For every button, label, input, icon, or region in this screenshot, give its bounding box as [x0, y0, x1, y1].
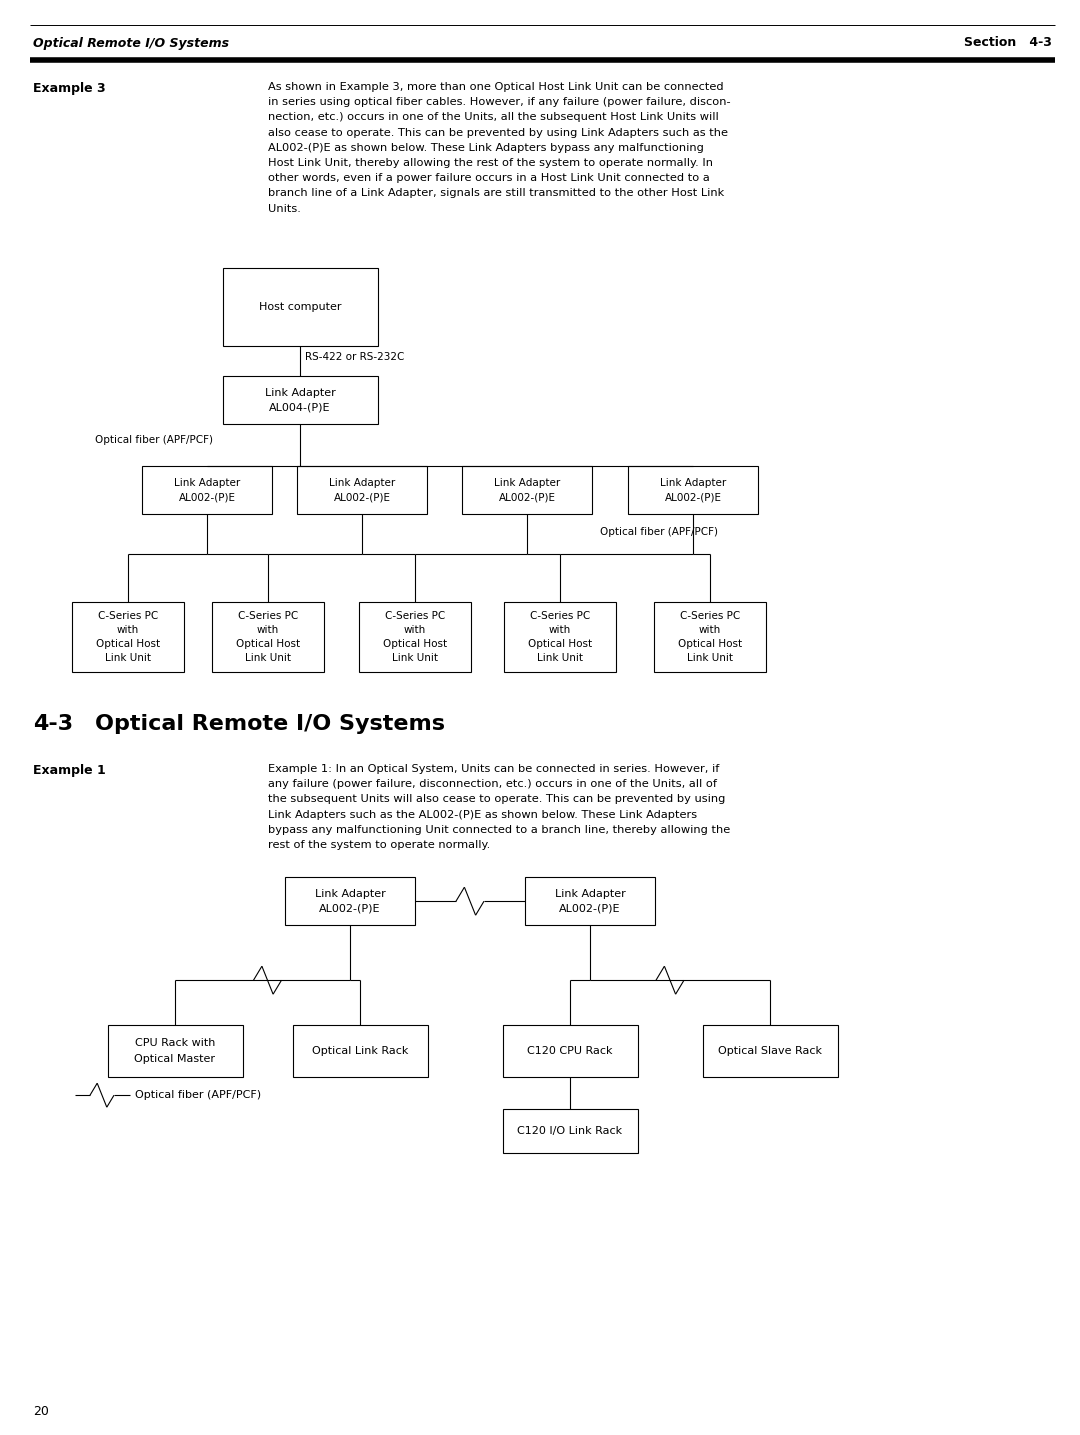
Bar	[525, 877, 654, 926]
Bar	[297, 466, 427, 514]
Text: Optical Remote I/O Systems: Optical Remote I/O Systems	[33, 36, 229, 49]
Text: with: with	[699, 626, 721, 636]
Bar	[627, 466, 758, 514]
Text: C-Series PC: C-Series PC	[98, 611, 158, 621]
Text: rest of the system to operate normally.: rest of the system to operate normally.	[268, 839, 490, 850]
Text: Link Unit: Link Unit	[105, 653, 151, 663]
Text: Optical fiber (APF/PCF): Optical fiber (APF/PCF)	[600, 527, 718, 537]
Text: Link Adapter: Link Adapter	[174, 478, 240, 488]
Text: also cease to operate. This can be prevented by using Link Adapters such as the: also cease to operate. This can be preve…	[268, 128, 728, 138]
Text: Optical Host: Optical Host	[678, 639, 742, 649]
Bar	[141, 466, 272, 514]
Bar	[72, 603, 184, 672]
Bar	[462, 466, 592, 514]
Text: Optical Remote I/O Systems: Optical Remote I/O Systems	[95, 715, 445, 733]
Text: Optical fiber (APF/PCF): Optical fiber (APF/PCF)	[135, 1091, 261, 1101]
Text: Optical Master: Optical Master	[135, 1055, 216, 1065]
Text: As shown in Example 3, more than one Optical Host Link Unit can be connected: As shown in Example 3, more than one Opt…	[268, 82, 724, 92]
Text: with: with	[117, 626, 139, 636]
Text: Optical Slave Rack: Optical Slave Rack	[718, 1046, 822, 1056]
Text: C-Series PC: C-Series PC	[384, 611, 445, 621]
Text: Example 1: In an Optical System, Units can be connected in series. However, if: Example 1: In an Optical System, Units c…	[268, 763, 719, 773]
Text: AL002-(P)E: AL002-(P)E	[499, 492, 555, 502]
Text: Optical Host: Optical Host	[235, 639, 300, 649]
Text: Optical Host: Optical Host	[383, 639, 447, 649]
Text: AL002-(P)E: AL002-(P)E	[320, 903, 381, 913]
Text: with: with	[549, 626, 571, 636]
Text: AL002-(P)E: AL002-(P)E	[178, 492, 235, 502]
Text: Example 3: Example 3	[33, 82, 106, 95]
Text: Optical fiber (APF/PCF): Optical fiber (APF/PCF)	[95, 435, 213, 445]
Text: Optical Host: Optical Host	[96, 639, 160, 649]
Text: Link Unit: Link Unit	[245, 653, 291, 663]
Text: AL002-(P)E: AL002-(P)E	[559, 903, 621, 913]
Text: other words, even if a power failure occurs in a Host Link Unit connected to a: other words, even if a power failure occ…	[268, 174, 710, 184]
Bar	[654, 603, 766, 672]
Text: the subsequent Units will also cease to operate. This can be prevented by using: the subsequent Units will also cease to …	[268, 795, 726, 805]
Text: Section   4-3: Section 4-3	[964, 36, 1052, 49]
Text: RS-422 or RS-232C: RS-422 or RS-232C	[305, 352, 404, 362]
Bar	[502, 1109, 637, 1154]
Text: in series using optical fiber cables. However, if any failure (power failure, di: in series using optical fiber cables. Ho…	[268, 98, 731, 108]
Text: Link Adapter: Link Adapter	[555, 890, 625, 900]
Text: C-Series PC: C-Series PC	[238, 611, 298, 621]
Text: branch line of a Link Adapter, signals are still transmitted to the other Host L: branch line of a Link Adapter, signals a…	[268, 188, 725, 198]
Text: Link Adapter: Link Adapter	[494, 478, 561, 488]
Bar	[212, 603, 324, 672]
Bar	[359, 603, 471, 672]
Text: AL004-(P)E: AL004-(P)E	[269, 402, 330, 412]
Text: 4-3: 4-3	[33, 715, 73, 733]
Text: Link Adapter: Link Adapter	[265, 387, 336, 397]
Text: Link Adapter: Link Adapter	[660, 478, 726, 488]
Bar	[502, 1025, 637, 1078]
Text: any failure (power failure, disconnection, etc.) occurs in one of the Units, all: any failure (power failure, disconnectio…	[268, 779, 717, 789]
Text: AL002-(P)E: AL002-(P)E	[334, 492, 391, 502]
Bar	[222, 376, 378, 423]
Bar	[285, 877, 415, 926]
Text: with: with	[257, 626, 279, 636]
Text: Optical Link Rack: Optical Link Rack	[312, 1046, 408, 1056]
Text: AL002-(P)E: AL002-(P)E	[664, 492, 721, 502]
Bar	[702, 1025, 837, 1078]
Text: bypass any malfunctioning Unit connected to a branch line, thereby allowing the: bypass any malfunctioning Unit connected…	[268, 825, 730, 835]
Text: CPU Rack with: CPU Rack with	[135, 1038, 215, 1048]
Text: Host Link Unit, thereby allowing the rest of the system to operate normally. In: Host Link Unit, thereby allowing the res…	[268, 158, 713, 168]
Text: C-Series PC: C-Series PC	[530, 611, 590, 621]
Text: C120 CPU Rack: C120 CPU Rack	[527, 1046, 612, 1056]
Bar	[293, 1025, 428, 1078]
Bar	[108, 1025, 243, 1078]
Text: Link Adapter: Link Adapter	[314, 890, 386, 900]
Text: nection, etc.) occurs in one of the Units, all the subsequent Host Link Units wi: nection, etc.) occurs in one of the Unit…	[268, 112, 719, 122]
Text: Link Adapters such as the AL002-(P)E as shown below. These Link Adapters: Link Adapters such as the AL002-(P)E as …	[268, 809, 697, 819]
Text: AL002-(P)E as shown below. These Link Adapters bypass any malfunctioning: AL002-(P)E as shown below. These Link Ad…	[268, 144, 704, 152]
Text: Units.: Units.	[268, 204, 301, 214]
Text: Example 1: Example 1	[33, 763, 106, 776]
Text: Link Adapter: Link Adapter	[329, 478, 395, 488]
Text: 20: 20	[33, 1405, 49, 1418]
Text: C120 I/O Link Rack: C120 I/O Link Rack	[517, 1126, 622, 1137]
Text: Link Unit: Link Unit	[392, 653, 438, 663]
Text: Optical Host: Optical Host	[528, 639, 592, 649]
Bar	[222, 268, 378, 346]
Bar	[504, 603, 616, 672]
Text: Link Unit: Link Unit	[537, 653, 583, 663]
Text: Host computer: Host computer	[259, 301, 341, 311]
Text: with: with	[404, 626, 427, 636]
Text: Link Unit: Link Unit	[687, 653, 733, 663]
Text: C-Series PC: C-Series PC	[680, 611, 740, 621]
